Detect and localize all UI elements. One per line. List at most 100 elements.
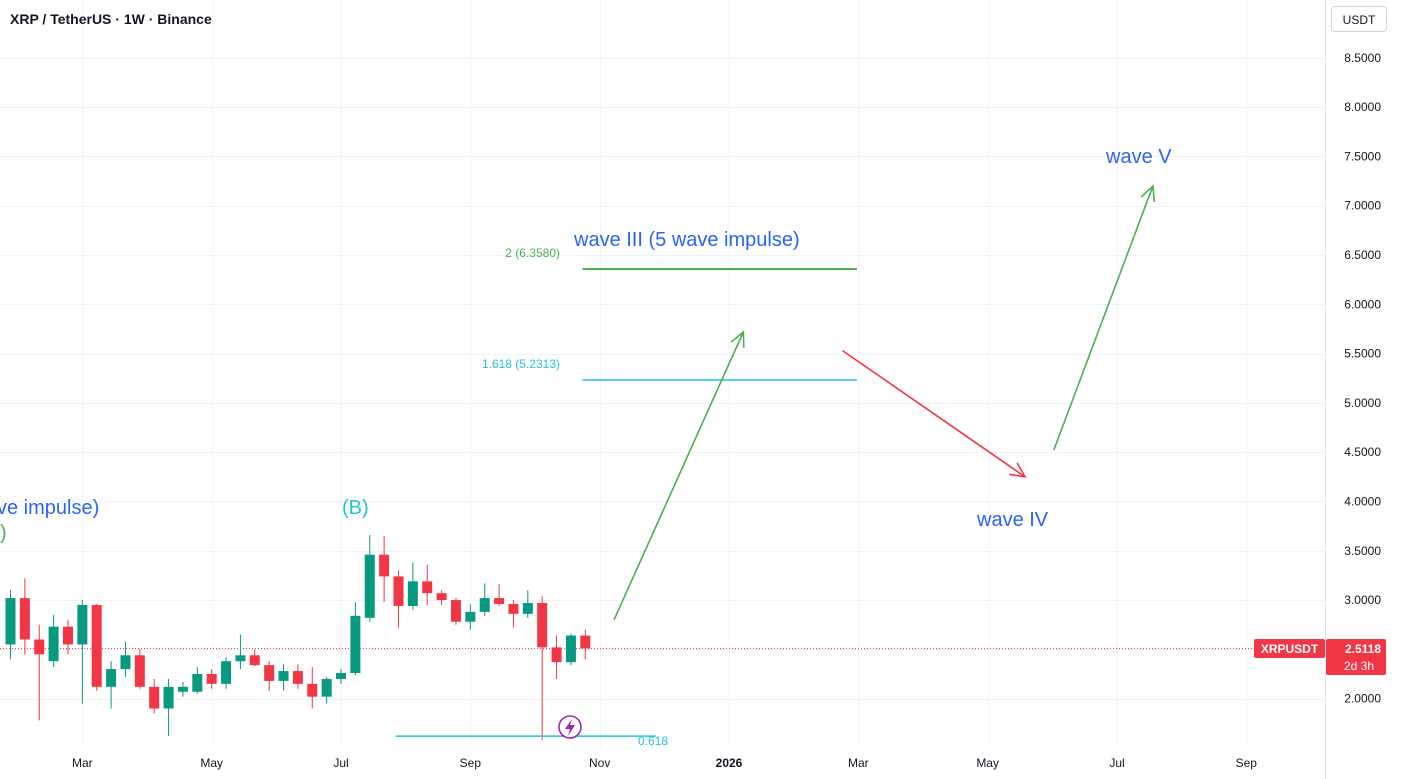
price-badge[interactable]: XRPUSDT 2.5118 2d 3h [1254, 639, 1386, 675]
candle-body [350, 615, 361, 674]
candle-body [5, 598, 16, 645]
candle-body [91, 604, 102, 687]
price-tick-label: 4.0000 [1344, 494, 1381, 508]
candle[interactable] [565, 633, 576, 666]
candle[interactable] [177, 681, 188, 697]
candle[interactable] [537, 596, 548, 741]
candle[interactable] [278, 664, 289, 691]
candle[interactable] [106, 661, 117, 709]
candles[interactable] [5, 534, 591, 741]
candle[interactable] [494, 584, 505, 606]
candle[interactable] [120, 641, 131, 677]
price-tick-label: 5.5000 [1344, 347, 1381, 361]
wave-3-arrow[interactable] [613, 330, 745, 621]
price-tick-label: 4.5000 [1344, 445, 1381, 459]
candle[interactable] [163, 678, 174, 737]
candle[interactable] [336, 669, 347, 684]
candle[interactable] [77, 600, 88, 704]
candle-body [192, 674, 203, 692]
candle[interactable] [436, 590, 447, 605]
time-tick-label: 2026 [716, 756, 743, 770]
candle[interactable] [206, 669, 217, 689]
candle[interactable] [393, 570, 404, 628]
price-axis[interactable]: 8.5000 8.0000 7.5000 7.0000 6.5000 6.0000 5.50… [1344, 51, 1381, 706]
candle[interactable] [379, 535, 390, 603]
candle-body [221, 661, 232, 684]
candle[interactable] [479, 583, 490, 616]
candle[interactable] [522, 590, 533, 618]
candle[interactable] [221, 657, 232, 689]
candle-body [479, 598, 490, 612]
candle[interactable] [307, 667, 318, 709]
time-tick-label: May [200, 756, 223, 770]
price-tick-label: 8.5000 [1344, 51, 1381, 65]
arrow-shaft [842, 349, 1026, 478]
candle-body [307, 683, 318, 697]
candle-body [508, 604, 519, 614]
candle-body [364, 554, 375, 618]
candle[interactable] [580, 629, 591, 660]
projection-arrows[interactable] [613, 184, 1156, 621]
plot-area[interactable]: 2 (6.3580) 1.618 (5.2313) 0.618 wave III (5… [0, 146, 1325, 748]
candle-body [77, 604, 88, 645]
price-tick-label: 6.0000 [1344, 297, 1381, 311]
candle-body [206, 674, 217, 684]
candle[interactable] [551, 635, 562, 679]
time-tick-label: Jul [1109, 756, 1124, 770]
time-tick-label: Sep [1236, 756, 1258, 770]
candle[interactable] [48, 614, 59, 668]
paren-fragment-label: ) [0, 522, 7, 544]
time-tick-label: Mar [72, 756, 93, 770]
wave-impulse-fragment-label: ve impulse) [0, 497, 99, 519]
candle[interactable] [264, 661, 275, 691]
candle-body [163, 686, 174, 709]
candle[interactable] [34, 624, 45, 721]
wave-5-arrow[interactable] [1053, 184, 1156, 451]
candle[interactable] [149, 678, 160, 714]
candle[interactable] [407, 562, 418, 610]
candle-body [565, 635, 576, 663]
candle[interactable] [91, 604, 102, 691]
candle-body [494, 598, 505, 605]
candle-body [336, 673, 347, 679]
candle[interactable] [292, 664, 303, 689]
candle[interactable] [5, 590, 16, 660]
wave-labels[interactable]: wave III (5 wave impulse) wave V wave IV ve… [0, 146, 1172, 544]
price-tick-label: 5.0000 [1344, 396, 1381, 410]
symbol-title[interactable]: XRP / TetherUS · 1W · Binance [10, 11, 212, 27]
candle[interactable] [350, 602, 361, 675]
candle[interactable] [62, 619, 73, 655]
candle[interactable] [134, 649, 145, 689]
candle-body [106, 669, 117, 687]
fib-2-label: 2 (6.3580) [505, 246, 560, 260]
grid [0, 0, 1325, 747]
candle[interactable] [508, 600, 519, 628]
candle[interactable] [192, 667, 203, 694]
currency-button[interactable]: USDT [1331, 6, 1387, 32]
lightning-icon-bolt [565, 719, 575, 736]
candle[interactable] [364, 534, 375, 622]
candle-body [393, 576, 404, 606]
time-axis[interactable]: Mar May Jul Sep Nov 2026 Mar May Jul Sep [72, 756, 1257, 770]
candle[interactable] [321, 676, 332, 704]
price-tick-label: 3.0000 [1344, 593, 1381, 607]
last-price-label: 2.5118 [1345, 642, 1381, 656]
candle[interactable] [450, 598, 461, 625]
price-tick-label: 2.0000 [1344, 692, 1381, 706]
time-tick-label: Nov [589, 756, 610, 770]
candle[interactable] [19, 578, 30, 655]
candle[interactable] [249, 649, 260, 667]
wave-4-arrow[interactable] [842, 349, 1027, 478]
candle-body [379, 554, 390, 577]
candle[interactable] [422, 564, 433, 605]
fib-levels[interactable]: 2 (6.3580) 1.618 (5.2313) 0.618 [395, 246, 857, 748]
candle-body [149, 686, 160, 709]
candle-body [292, 671, 303, 684]
wave-4-label: wave IV [976, 509, 1049, 531]
candle[interactable] [465, 604, 476, 630]
candle[interactable] [235, 634, 246, 670]
time-tick-label: May [976, 756, 999, 770]
lightning-icon[interactable] [558, 715, 582, 739]
